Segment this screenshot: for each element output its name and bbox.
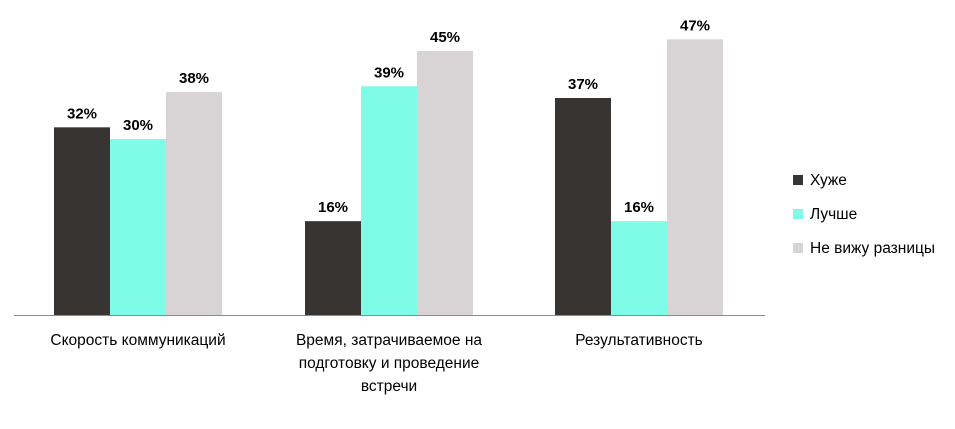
bar-1-3 [166, 92, 222, 315]
value-label-3-1: 37% [568, 76, 598, 93]
value-label-1-3: 38% [179, 70, 209, 87]
bar-1-1 [54, 127, 110, 315]
legend-label-1: Хуже [810, 172, 847, 189]
bar-2-3 [417, 51, 473, 316]
legend-swatch-1 [793, 175, 803, 185]
bars-layer [54, 39, 723, 316]
legend-label-3: Не вижу разницы [810, 240, 935, 257]
value-label-3-3: 47% [680, 17, 710, 34]
value-label-2-2: 39% [374, 64, 404, 81]
value-label-3-2: 16% [624, 199, 654, 216]
bar-1-2 [110, 139, 166, 315]
bar-2-1 [305, 221, 361, 315]
legend-swatch-3 [793, 243, 803, 253]
bar-3-2 [611, 221, 667, 315]
value-labels-layer: 32% 30% 38% 16% 39% 45% 37% 16% 47% [67, 17, 710, 216]
bar-3-3 [667, 39, 723, 315]
category-label-2: Время, затрачиваемое на подготовку и пров… [296, 332, 482, 395]
value-label-1-2: 30% [123, 117, 153, 134]
legend-label-2: Лучше [810, 206, 857, 223]
value-label-2-1: 16% [318, 199, 348, 216]
value-label-2-3: 45% [430, 29, 460, 46]
legend-swatch-2 [793, 209, 803, 219]
category-labels-layer: Скорость коммуникаций Время, затрачиваемо… [50, 332, 702, 395]
category-label-3: Результативность [575, 332, 703, 349]
value-label-1-1: 32% [67, 105, 97, 122]
category-label-1: Скорость коммуникаций [50, 332, 225, 349]
bar-2-2 [361, 86, 417, 315]
legend: Хуже Лучше Не вижу разницы [793, 172, 935, 257]
bar-3-1 [555, 97, 611, 315]
